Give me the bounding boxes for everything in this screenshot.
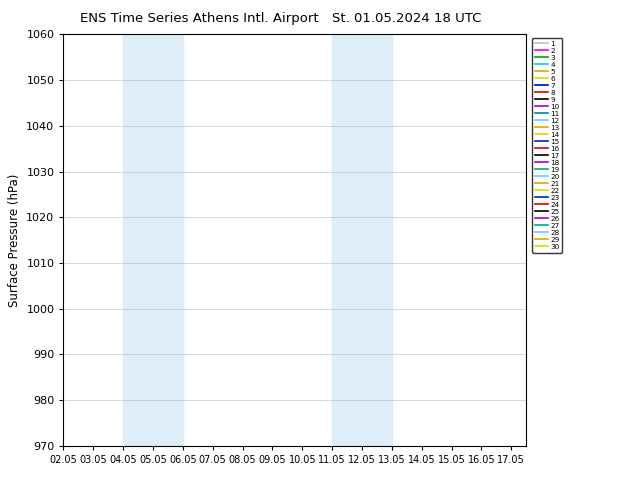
Bar xyxy=(332,34,392,446)
Y-axis label: Surface Pressure (hPa): Surface Pressure (hPa) xyxy=(8,173,21,307)
Legend: 1, 2, 3, 4, 5, 6, 7, 8, 9, 10, 11, 12, 13, 14, 15, 16, 17, 18, 19, 20, 21, 22, 2: 1, 2, 3, 4, 5, 6, 7, 8, 9, 10, 11, 12, 1… xyxy=(532,38,562,252)
Text: St. 01.05.2024 18 UTC: St. 01.05.2024 18 UTC xyxy=(332,12,482,25)
Text: ENS Time Series Athens Intl. Airport: ENS Time Series Athens Intl. Airport xyxy=(79,12,318,25)
Bar xyxy=(123,34,183,446)
